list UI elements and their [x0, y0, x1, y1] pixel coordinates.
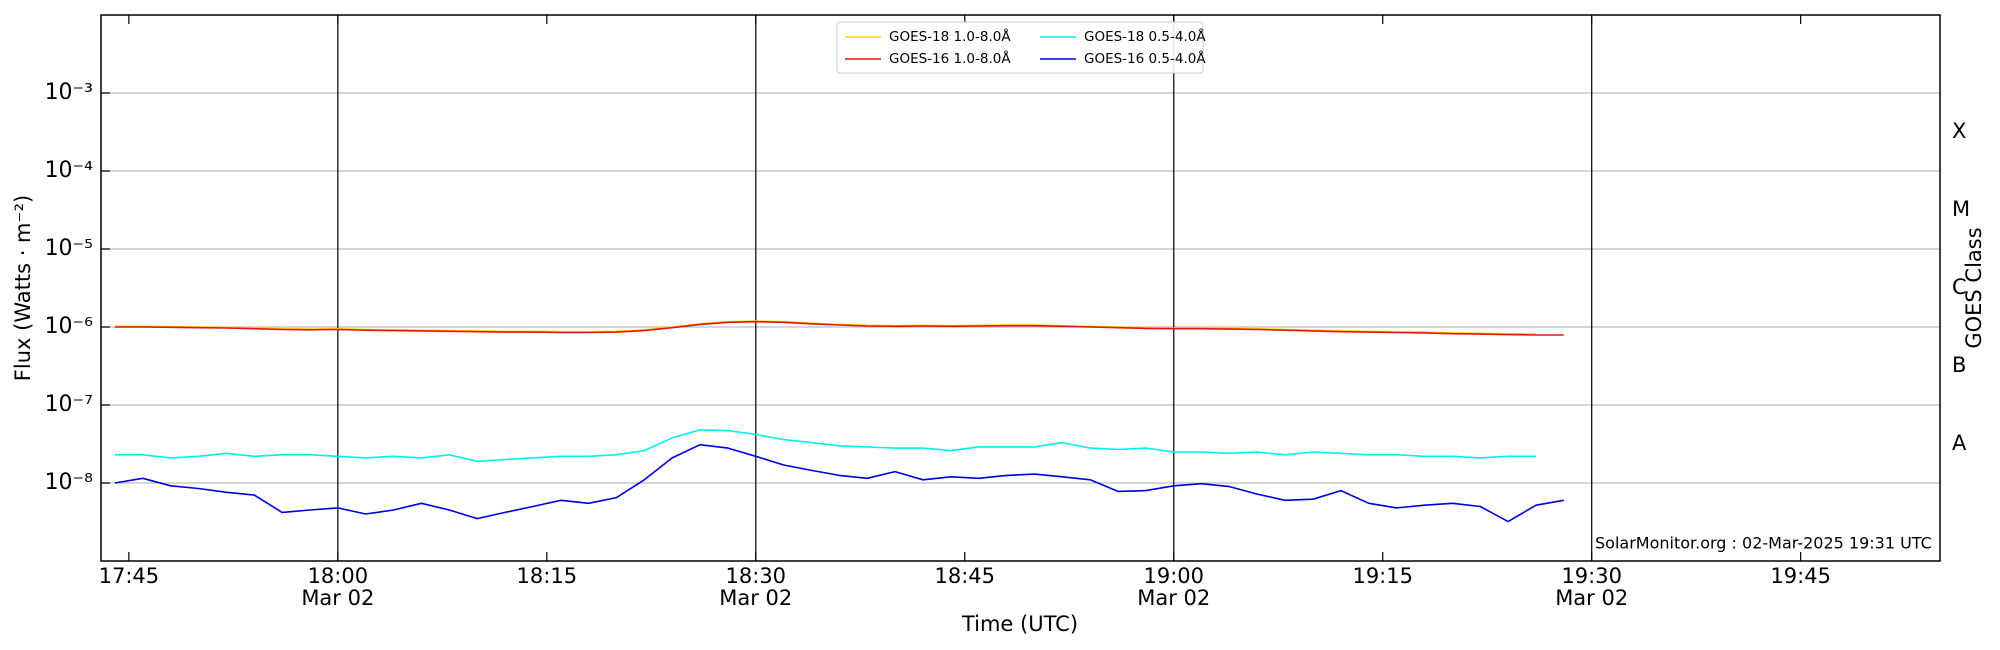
y2-tick-label: X [1952, 119, 1966, 143]
legend-label: GOES-18 0.5-4.0Å [1084, 28, 1206, 45]
y-axis-label: Flux (Watts · m⁻²) [11, 195, 35, 381]
x-tick-label: 19:00 [1143, 564, 1204, 588]
series-line [114, 443, 1564, 523]
x-date-label: Mar 02 [1555, 586, 1628, 610]
legend-label: GOES-16 1.0-8.0Å [889, 50, 1011, 67]
x-tick-label: 19:15 [1352, 564, 1413, 588]
y-tick-label: 10⁻⁵ [45, 236, 93, 261]
y-tick-label: 10⁻⁷ [45, 392, 93, 417]
y-tick-label: 10⁻⁶ [45, 314, 94, 339]
y2-tick-label: C [1952, 275, 1967, 299]
x-tick-label: 18:00 [308, 564, 369, 588]
x-axis-label: Time (UTC) [961, 612, 1078, 636]
x-tick-label: 18:15 [517, 564, 578, 588]
x-tick-label: 18:30 [726, 564, 787, 588]
series-line [114, 320, 1564, 336]
y2-tick-label: M [1952, 197, 1970, 221]
plot-frame [100, 14, 1941, 562]
legend-label: GOES-18 1.0-8.0Å [889, 28, 1011, 45]
y2-tick-label: A [1952, 431, 1967, 455]
x-date-label: Mar 02 [301, 586, 374, 610]
y-tick-label: 10⁻⁸ [45, 470, 94, 495]
legend-box [836, 21, 1204, 74]
x-tick-label: 19:45 [1770, 564, 1831, 588]
y-tick-label: 10⁻³ [45, 80, 93, 105]
x-date-label: Mar 02 [1137, 586, 1210, 610]
series-line [114, 429, 1536, 463]
x-date-label: Mar 02 [719, 586, 792, 610]
legend-label: GOES-16 0.5-4.0Å [1084, 50, 1206, 67]
y-tick-label: 10⁻⁴ [45, 158, 94, 183]
annotation: SolarMonitor.org : 02-Mar-2025 19:31 UTC [1595, 534, 1932, 553]
x-tick-label: 17:45 [99, 564, 160, 588]
y2-tick-label: B [1952, 353, 1966, 377]
y2-axis-label: GOES Class [1962, 227, 1986, 348]
x-tick-label: 18:45 [935, 564, 996, 588]
x-tick-label: 19:30 [1561, 564, 1622, 588]
